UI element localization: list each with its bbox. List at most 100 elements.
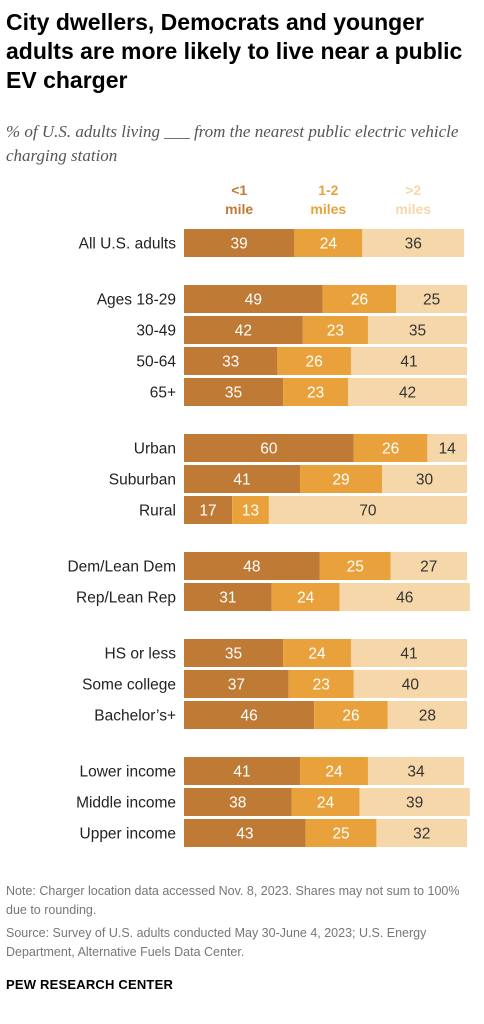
- data-label: 26: [306, 354, 323, 371]
- data-label: 23: [327, 323, 344, 340]
- bar-segment-2: [350, 347, 467, 375]
- category-label: Dem/Lean Dem: [67, 559, 176, 576]
- legend-label-1: 1-2 miles: [310, 182, 346, 217]
- bar-segment-0: [184, 496, 233, 524]
- data-label: 13: [242, 503, 259, 520]
- category-label: Rural: [139, 503, 176, 520]
- data-label: 23: [313, 677, 330, 694]
- bar-row: 50-64 33 26 41: [136, 347, 467, 375]
- data-label: 46: [396, 590, 413, 607]
- data-label: 46: [240, 708, 257, 725]
- data-label: 39: [231, 236, 248, 253]
- bar-row: Upper income 43 25 32: [80, 819, 467, 847]
- bar-row: 65+ 35 23 42: [150, 378, 467, 406]
- data-label: 24: [297, 590, 315, 607]
- data-label: 41: [400, 646, 417, 663]
- data-label: 24: [325, 764, 343, 781]
- bar-segment-0: [184, 819, 306, 847]
- data-label: 34: [407, 764, 425, 781]
- data-label: 27: [420, 559, 437, 576]
- stacked-bar-chart: <1 mile 1-2 miles >2 miles All U.S. adults 39 24…: [67, 182, 470, 847]
- data-label: 60: [260, 441, 278, 458]
- bar-segment-2: [376, 819, 467, 847]
- data-label: 26: [351, 292, 368, 309]
- bar-segment-0: [184, 378, 284, 406]
- bar-segment-1: [300, 465, 383, 493]
- bar-segment-2: [367, 757, 465, 785]
- bar-segment-0: [184, 465, 301, 493]
- bar-segment-0: [184, 670, 289, 698]
- bar-segment-0: [184, 316, 303, 344]
- category-label: Bachelor’s+: [94, 708, 176, 725]
- bar-segment-1: [283, 378, 349, 406]
- data-label: 43: [236, 826, 253, 843]
- data-label: 41: [400, 354, 417, 371]
- data-label: 28: [419, 708, 436, 725]
- bar-row: Middle income 38 24 39: [76, 788, 470, 816]
- data-label: 42: [399, 385, 416, 402]
- bar-segment-2: [382, 465, 467, 493]
- bar-segment-0: [184, 552, 320, 580]
- data-label: 39: [406, 795, 423, 812]
- brand-logo-text: PEW RESEARCH CENTER: [6, 977, 174, 992]
- data-label: 41: [233, 764, 250, 781]
- data-label: 24: [317, 795, 335, 812]
- category-label: Middle income: [76, 795, 176, 812]
- data-label: 35: [225, 385, 242, 402]
- bar-row: 30-49 42 23 35: [136, 316, 467, 344]
- bar-segment-0: [184, 347, 278, 375]
- data-label: 33: [222, 354, 239, 371]
- data-label: 25: [347, 559, 364, 576]
- data-label: 35: [409, 323, 426, 340]
- data-label: 48: [243, 559, 260, 576]
- category-label: Suburban: [109, 472, 176, 489]
- bar-row: Bachelor’s+ 46 26 28: [94, 701, 467, 729]
- chart-note: Note: Charger location data accessed Nov…: [6, 884, 460, 917]
- data-label: 38: [229, 795, 246, 812]
- bar-segment-0: [184, 583, 272, 611]
- data-label: 17: [199, 503, 216, 520]
- bar-segment-2: [427, 434, 467, 462]
- chart-title: City dwellers, Democrats and younger adu…: [6, 9, 463, 93]
- chart-source: Source: Survey of U.S. adults conducted …: [6, 926, 427, 959]
- bar-segment-2: [268, 496, 467, 524]
- data-label: 42: [235, 323, 252, 340]
- bar-segment-1: [353, 434, 428, 462]
- legend-label-2: >2 miles: [395, 182, 431, 217]
- bar-segment-0: [184, 285, 323, 313]
- data-label: 36: [405, 236, 422, 253]
- bar-row: Rep/Lean Rep 31 24 46: [76, 583, 470, 611]
- data-label: 40: [402, 677, 420, 694]
- bar-row: Urban 60 26 14: [134, 434, 467, 462]
- category-label: HS or less: [105, 646, 177, 663]
- data-label: 30: [416, 472, 434, 489]
- bar-segment-2: [396, 285, 467, 313]
- data-label: 70: [359, 503, 377, 520]
- data-label: 29: [332, 472, 349, 489]
- data-label: 24: [308, 646, 326, 663]
- data-label: 31: [219, 590, 236, 607]
- data-label: 35: [225, 646, 242, 663]
- category-label: Some college: [82, 677, 176, 694]
- bar-segment-0: [184, 788, 292, 816]
- data-label: 41: [233, 472, 250, 489]
- data-label: 24: [320, 236, 338, 253]
- bar-row: Rural 17 13 70: [139, 496, 467, 524]
- bar-segment-1: [283, 639, 351, 667]
- category-label: Urban: [134, 441, 176, 458]
- category-label: Lower income: [80, 764, 177, 781]
- data-label: 25: [332, 826, 349, 843]
- bar-segment-1: [277, 347, 351, 375]
- category-label: Rep/Lean Rep: [76, 590, 176, 607]
- bar-segment-1: [322, 285, 397, 313]
- bar-segment-2: [367, 316, 467, 344]
- bar-row: Ages 18-29 49 26 25: [97, 285, 467, 313]
- bar-segment-1: [294, 229, 363, 257]
- category-label: 30-49: [136, 323, 176, 340]
- data-label: 25: [423, 292, 440, 309]
- bar-segment-1: [305, 819, 377, 847]
- bar-row: HS or less 35 24 41: [105, 639, 467, 667]
- bar-row: Lower income 41 24 34: [80, 757, 465, 785]
- bar-segment-2: [362, 229, 465, 257]
- bar-segment-2: [339, 583, 470, 611]
